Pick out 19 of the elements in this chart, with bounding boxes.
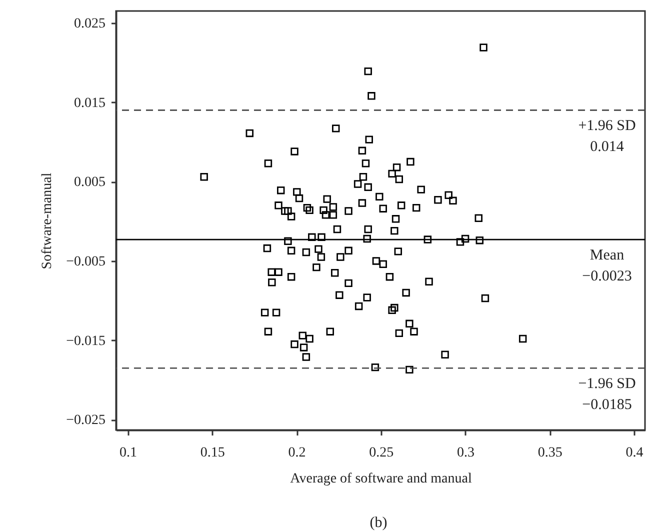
y-tick-label: 0.015 <box>74 96 106 111</box>
y-tick-label: −0.025 <box>66 413 106 428</box>
text: (b) <box>370 515 388 531</box>
x-tick-label: 0.2 <box>288 446 306 460</box>
x-tick-label: 0.15 <box>200 446 225 460</box>
x-tick-label: 0.25 <box>369 446 394 460</box>
x-tick-label: 0.1 <box>120 446 138 460</box>
ref-line-label: −1.96 SD −0.0185 <box>578 376 636 414</box>
x-tick-label: 0.3 <box>457 446 475 460</box>
x-axis-title: Average of software and manual <box>290 472 472 486</box>
ref-line-label: +1.96 SD 0.014 <box>578 118 636 156</box>
y-tick-label: 0.005 <box>74 175 106 190</box>
y-axis-title: Software-manual <box>40 172 56 270</box>
y-tick-label: −0.005 <box>66 254 106 270</box>
y-tick-label: 0.025 <box>74 16 106 32</box>
x-tick-label: 0.4 <box>626 446 644 460</box>
ref-line-label: Mean −0.0023 <box>582 248 632 285</box>
x-tick-label: 0.35 <box>538 446 562 460</box>
y-tick-label: −0.015 <box>66 334 106 349</box>
